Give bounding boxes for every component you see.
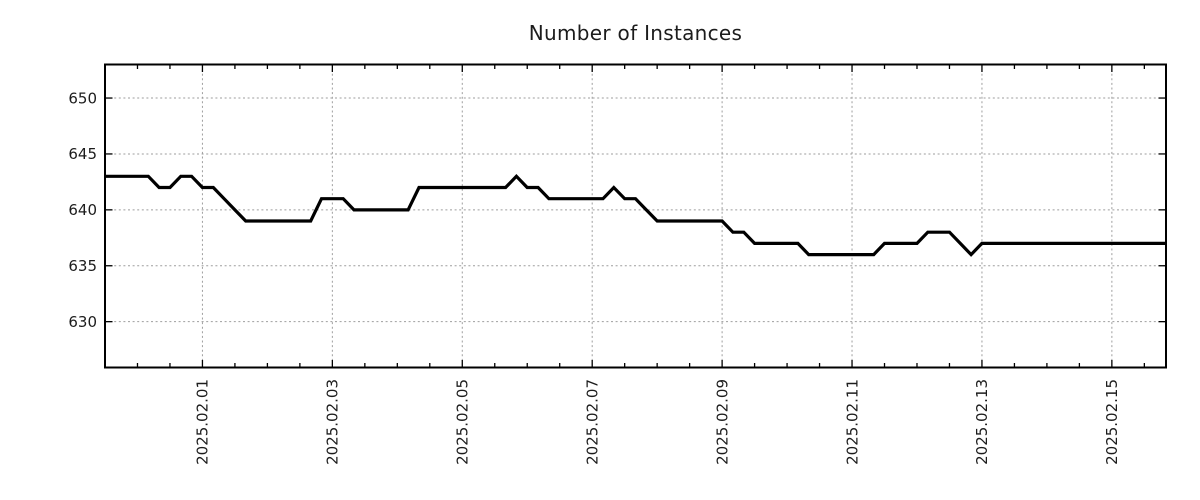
x-tick-label: 2025.02.11 [843,379,861,465]
series [105,173,1166,257]
x-tick-label: 2025.02.07 [583,379,601,465]
x-tick-label: 2025.02.05 [454,379,472,465]
y-tick-label: 645 [68,145,97,163]
x-tick-label: 2025.02.01 [194,379,212,465]
y-tick-label: 650 [68,89,97,107]
axis-ticks [104,64,1166,368]
x-tick-label: 2025.02.09 [713,379,731,465]
y-tick-label: 630 [68,313,97,331]
x-tick-labels: 2025.02.01 2025.02.03 2025.02.05 2025.02.07… [194,379,1122,465]
x-tick-label: 2025.02.15 [1103,379,1121,465]
plot-border [104,63,1167,369]
x-tick-label: 2025.02.13 [973,379,991,465]
y-tick-label: 635 [68,257,97,275]
chart-title: Number of Instances [528,21,743,45]
x-tick-label: 2025.02.03 [324,379,342,465]
y-tick-label: 640 [68,201,97,219]
y-tick-labels: 630 635 640 645 650 [68,89,97,331]
series-line [105,173,1166,257]
plot-border-rect [104,63,1167,369]
grid-lines [105,64,1166,368]
